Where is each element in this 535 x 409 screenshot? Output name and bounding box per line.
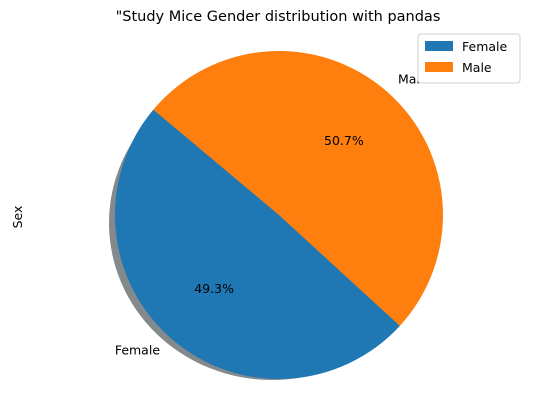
legend-label-male: Male (462, 60, 492, 75)
y-axis-label: Sex (10, 206, 25, 229)
legend-swatch-male (425, 62, 453, 72)
legend-label-female: Female (462, 39, 508, 54)
pie-slices (115, 50, 444, 379)
legend-entries: Female Male (425, 39, 508, 75)
pie-slice-male (153, 50, 444, 326)
legend: Female Male (417, 33, 521, 84)
pie-slice-female (115, 109, 400, 379)
chart-title: "Study Mice Gender distribution with pan… (116, 9, 441, 25)
legend-swatch-female (425, 41, 453, 51)
percent-label-female: 49.3% (194, 281, 234, 296)
percent-label-male: 50.7% (324, 133, 364, 148)
slice-label-female: Female (115, 343, 161, 358)
